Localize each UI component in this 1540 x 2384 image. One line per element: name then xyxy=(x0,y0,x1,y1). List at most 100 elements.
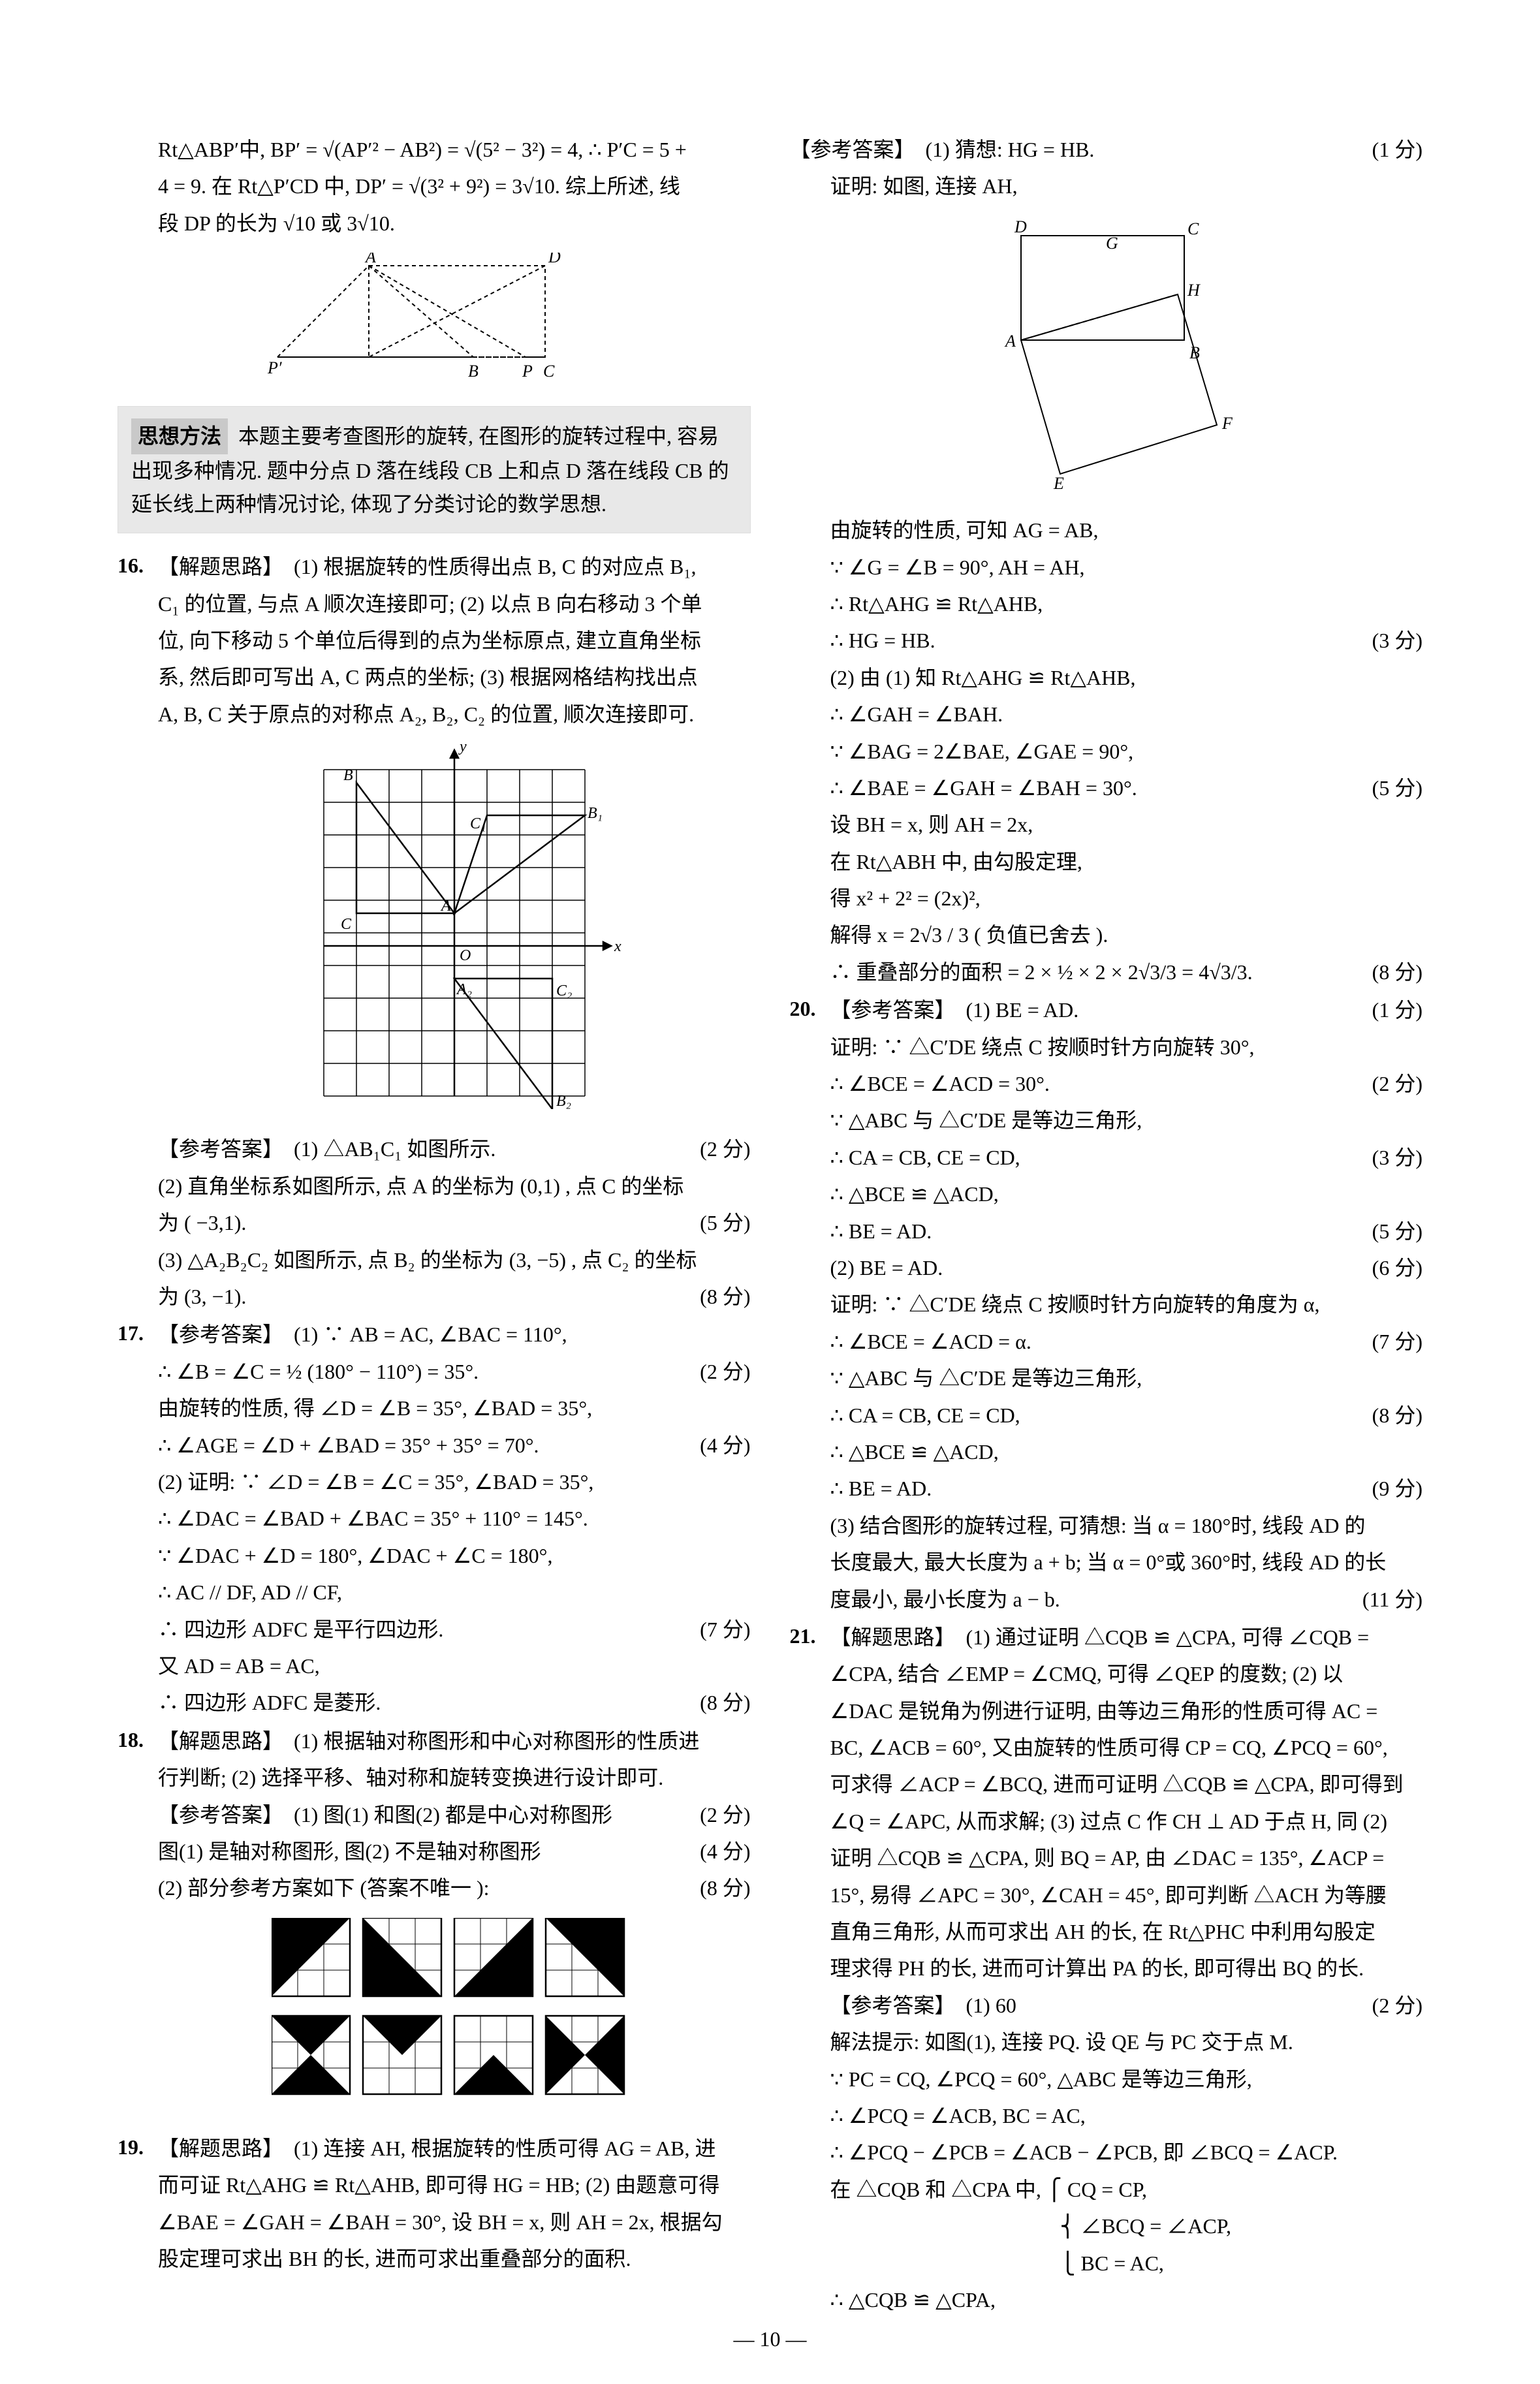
text-line: 又 AD = AB = AC, xyxy=(158,1648,751,1684)
text-line: 在 △CQB 和 △CPA 中, ⎧ CQ = CP, xyxy=(830,2172,1423,2207)
pre-line: 4 = 9. 在 Rt△P′CD 中, DP′ = √(3² + 9²) = 3… xyxy=(118,168,751,204)
patterns-svg xyxy=(272,1918,637,2107)
label-D: D xyxy=(548,253,561,266)
page-number: — 10 — xyxy=(0,2327,1540,2351)
text-line: ∴ ∠BCE = ∠ACD = 30°.(2 分) xyxy=(830,1066,1423,1101)
q19: 19. 【解题思路】 (1) 连接 AH, 根据旋转的性质可得 AG = AB,… xyxy=(118,2129,751,2278)
q17: 17. 【参考答案】 (1) ∵ AB = AC, ∠BAC = 110°,∴ … xyxy=(118,1315,751,1721)
lbl-C: C xyxy=(341,916,352,933)
text-line: ∴ ∠B = ∠C = ½ (180° − 110°) = 35°.(2 分) xyxy=(158,1354,751,1389)
lbl-B1: B₁ xyxy=(588,805,603,822)
pre-line: Rt△ABP′中, BP′ = √(AP′² − AB²) = √(5² − 3… xyxy=(118,132,751,167)
text-line: 证明: ∵ △C′DE 绕点 C 按顺时针方向旋转的角度为 α, xyxy=(830,1287,1423,1322)
lbl-C: C xyxy=(1187,219,1199,238)
text-line: 在 Rt△ABH 中, 由勾股定理, xyxy=(790,844,1423,879)
text-line: ∴ ∠GAH = ∠BAH. xyxy=(790,697,1423,732)
text-line: ∴ △CQB ≌ △CPA, xyxy=(830,2282,1423,2317)
text-line: ∴ △BCE ≌ △ACD, xyxy=(830,1176,1423,1212)
text-line: 度最小, 最小长度为 a − b.(11 分) xyxy=(830,1582,1423,1617)
text-line: (2) 部分参考方案如下 (答案不唯一 ):(8 分) xyxy=(158,1870,751,1906)
q16-ans: (3) △A₂B₂C₂ 如图所示, 点 B₂ 的坐标为 (3, −5) , 点 … xyxy=(158,1242,751,1278)
text-line: 由旋转的性质, 可知 AG = AB, xyxy=(790,512,1423,548)
text-line: ∴ △BCE ≌ △ACD, xyxy=(830,1434,1423,1469)
text-line: ∵ ∠G = ∠B = 90°, AH = AH, xyxy=(790,550,1423,585)
label-P: P xyxy=(522,362,533,381)
text-line: ⎩ BC = AC, xyxy=(830,2246,1423,2281)
right-column: 【参考答案】 (1) 猜想: HG = HB. (1 分) 证明: 如图, 连接… xyxy=(790,131,1423,2319)
text-line: ∵ ∠BAG = 2∠BAE, ∠GAE = 90°, xyxy=(790,734,1423,769)
text-line: 证明: ∵ △C′DE 绕点 C 按顺时针方向旋转 30°, xyxy=(830,1029,1423,1065)
figure-grid: x y O A B C C₁ B₁ A₂ C₂ B₂ xyxy=(158,744,751,1120)
q19-line: 股定理可求出 BH 的长, 进而可求出重叠部分的面积. xyxy=(158,2241,751,2276)
label-Pp: P′ xyxy=(267,358,282,377)
q16-num: 16. xyxy=(118,548,158,1315)
figure-rotated-square: D C G H A B F E xyxy=(790,216,1423,501)
method-head: 思想方法 xyxy=(131,418,228,454)
label-B: B xyxy=(468,362,479,381)
q21: 21. 【解题思路】 (1) 通过证明 △CQB ≌ △CPA, 可得 ∠CQB… xyxy=(790,1618,1423,2319)
lbl-A: A xyxy=(1004,332,1016,351)
label-C: C xyxy=(543,362,555,381)
text-line: ∴ ∠BAE = ∠GAH = ∠BAH = 30°.(5 分) xyxy=(790,770,1423,806)
text-line: ∴ Rt△AHG ≌ Rt△AHB, xyxy=(790,586,1423,621)
text-line: 理求得 PH 的长, 进而可计算出 PA 的长, 即可得出 BQ 的长. xyxy=(830,1951,1423,1986)
text-line: 可求得 ∠ACP = ∠BCQ, 进而可证明 △CQB ≌ △CPA, 即可得到 xyxy=(830,1766,1423,1802)
text-line: (2) 由 (1) 知 Rt△AHG ≌ Rt△AHB, xyxy=(790,660,1423,695)
text-line: ∴ 四边形 ADFC 是菱形.(8 分) xyxy=(158,1685,751,1720)
lbl-C1: C₁ xyxy=(470,815,486,832)
text-line: (2) 证明: ∵ ∠D = ∠B = ∠C = 35°, ∠BAD = 35°… xyxy=(158,1464,751,1499)
q19-line: 【解题思路】 (1) 连接 AH, 根据旋转的性质可得 AG = AB, 进 xyxy=(158,2131,751,2166)
text-line: ∵ △ABC 与 △C′DE 是等边三角形, xyxy=(830,1103,1423,1138)
text-line: ∵ ∠DAC + ∠D = 180°, ∠DAC + ∠C = 180°, xyxy=(158,1538,751,1573)
q16-line: 【解题思路】 (1) 根据旋转的性质得出点 B, C 的对应点 B₁, xyxy=(158,549,751,584)
q18-num: 18. xyxy=(118,1722,158,2129)
lbl-A: A xyxy=(440,898,451,915)
lbl-C2: C₂ xyxy=(556,982,572,999)
text-line: 【参考答案】 (1) ∵ AB = AC, ∠BAC = 110°, xyxy=(158,1317,751,1352)
text-line: 设 BH = x, 则 AH = 2x, xyxy=(790,807,1423,842)
text-line: ∴ BE = AD.(9 分) xyxy=(830,1471,1423,1506)
q16-ans: 为 ( −3,1).(5 分) xyxy=(158,1205,751,1240)
q19-num: 19. xyxy=(118,2129,158,2278)
text-line: ∴ 重叠部分的面积 = 2 × ½ × 2 × 2√3/3 = 4√3/3.(8… xyxy=(790,954,1423,990)
q18: 18. 【解题思路】 (1) 根据轴对称图形和中心对称图形的性质进行判断; (2… xyxy=(118,1722,751,2129)
method-box: 思想方法 本题主要考查图形的旋转, 在图形的旋转过程中, 容易出现多种情况. 题… xyxy=(118,406,751,534)
lbl-H: H xyxy=(1187,281,1201,300)
lbl-O: O xyxy=(460,947,471,964)
lbl-A2: A₂ xyxy=(456,981,472,998)
text-line: 【参考答案】 (1) BE = AD.(1 分) xyxy=(830,992,1423,1027)
q21-num: 21. xyxy=(790,1618,830,2319)
text-line: ∴ AC // DF, AD // CF, xyxy=(158,1575,751,1610)
q19-line: ∠BAE = ∠GAH = ∠BAH = 30°, 设 BH = x, 则 AH… xyxy=(158,2204,751,2240)
q16-line: 位, 向下移动 5 个单位后得到的点为坐标原点, 建立直角坐标 xyxy=(158,623,751,658)
text-line: BC, ∠ACB = 60°, 又由旋转的性质可得 CP = CQ, ∠PCQ … xyxy=(830,1730,1423,1765)
q20: 20. 【参考答案】 (1) BE = AD.(1 分)证明: ∵ △C′DE … xyxy=(790,991,1423,1618)
q19-ans-head: 【参考答案】 (1) 猜想: HG = HB. (1 分) xyxy=(790,132,1423,167)
text-line: 长度最大, 最大长度为 a + b; 当 α = 0°或 360°时, 线段 A… xyxy=(830,1545,1423,1580)
q19-sub: 证明: 如图, 连接 AH, xyxy=(790,168,1423,204)
text-line: 由旋转的性质, 得 ∠D = ∠B = 35°, ∠BAD = 35°, xyxy=(158,1390,751,1426)
text-line: 解法提示: 如图(1), 连接 PQ. 设 QE 与 PC 交于点 M. xyxy=(830,2024,1423,2060)
left-column: Rt△ABP′中, BP′ = √(AP′² − AB²) = √(5² − 3… xyxy=(118,131,751,2319)
text-line: 【参考答案】 (1) 60(2 分) xyxy=(830,1988,1423,2023)
q16-line: C₁ 的位置, 与点 A 顺次连接即可; (2) 以点 B 向右移动 3 个单 xyxy=(158,586,751,621)
lbl-F: F xyxy=(1221,414,1233,433)
text-line: 图(1) 是轴对称图形, 图(2) 不是轴对称图形(4 分) xyxy=(158,1834,751,1869)
lbl-B: B xyxy=(343,767,353,784)
q20-num: 20. xyxy=(790,991,830,1618)
lbl-x: x xyxy=(614,938,621,955)
text-line: ∵ PC = CQ, ∠PCQ = 60°, △ABC 是等边三角形, xyxy=(830,2062,1423,2097)
lbl-D: D xyxy=(1014,217,1027,236)
lbl-E: E xyxy=(1053,474,1064,490)
q16: 16. 【解题思路】 (1) 根据旋转的性质得出点 B, C 的对应点 B₁, … xyxy=(118,548,751,1315)
lbl-G: G xyxy=(1106,234,1118,253)
q17-num: 17. xyxy=(118,1315,158,1721)
lbl-B: B xyxy=(1189,343,1200,362)
lbl-B2: B₂ xyxy=(556,1093,571,1109)
text-line: 直角三角形, 从而可求出 AH 的长, 在 Rt△PHC 中利用勾股定 xyxy=(830,1914,1423,1949)
text-line: ∴ CA = CB, CE = CD,(3 分) xyxy=(830,1140,1423,1175)
text-line: ∴ ∠BCE = ∠ACD = α.(7 分) xyxy=(830,1324,1423,1359)
text-line: 【解题思路】 (1) 根据轴对称图形和中心对称图形的性质进 xyxy=(158,1723,751,1759)
text-line: ∠DAC 是锐角为例进行证明, 由等边三角形的性质可得 AC = xyxy=(830,1693,1423,1729)
text-line: ∵ △ABC 与 △C′DE 是等边三角形, xyxy=(830,1360,1423,1396)
